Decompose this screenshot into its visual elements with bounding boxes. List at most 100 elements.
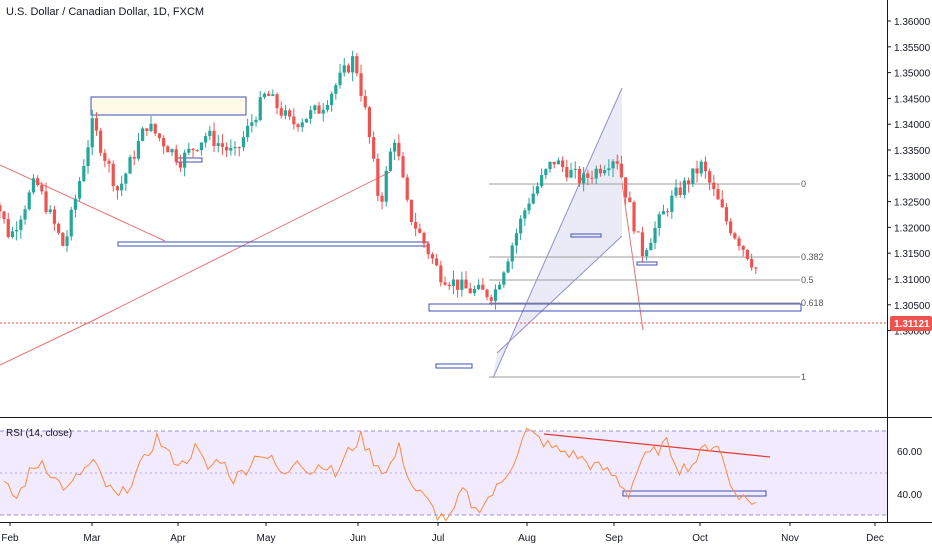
- candle-body: [233, 147, 237, 149]
- candle-body: [82, 166, 86, 182]
- price-tick-label: 1.32000: [894, 223, 931, 234]
- candle-body: [745, 249, 750, 260]
- price-pane[interactable]: [0, 0, 887, 417]
- candle-body: [552, 161, 556, 165]
- candle-body: [183, 152, 187, 168]
- candle-body: [19, 219, 23, 230]
- fib-label-0382: 0.382: [801, 252, 824, 262]
- chart-title: U.S. Dollar / Canadian Dollar, 1D, FXCM: [6, 6, 204, 18]
- rsi-line[interactable]: [3, 427, 757, 522]
- rsi-level-60: 60.00: [897, 447, 922, 458]
- candle-body: [653, 227, 657, 243]
- candle-body: [657, 214, 661, 228]
- small-box-sep[interactable]: [636, 261, 658, 266]
- candle-body: [309, 110, 313, 119]
- candle-body: [166, 146, 170, 153]
- candle-body: [103, 152, 107, 161]
- candle-body: [330, 93, 334, 105]
- neckline-box[interactable]: [428, 303, 802, 312]
- candle-body: [720, 199, 724, 208]
- candle-body: [6, 219, 10, 238]
- candle-body: [548, 161, 552, 170]
- candle-body: [535, 186, 540, 194]
- candle-body: [212, 130, 216, 146]
- candle-body: [57, 223, 61, 233]
- resistance-box[interactable]: [90, 96, 247, 116]
- candlestick-series[interactable]: [0, 50, 758, 310]
- candle-body: [162, 137, 166, 147]
- ascending-trendline[interactable]: [89, 171, 391, 323]
- small-box-aug[interactable]: [570, 233, 602, 238]
- candle-body: [254, 120, 258, 123]
- candle-body: [451, 279, 456, 287]
- candle-body: [712, 182, 716, 190]
- price-tick-label: 1.31000: [894, 275, 931, 286]
- candle-body: [283, 110, 288, 116]
- candle-body: [632, 202, 636, 232]
- candle-body: [0, 205, 2, 212]
- candle-body: [708, 171, 712, 183]
- price-tick-label: 1.34000: [894, 120, 931, 131]
- time-tick-label: Dec: [866, 533, 884, 544]
- descending-trendline[interactable]: [0, 164, 166, 242]
- candle-body: [439, 265, 443, 283]
- candle-body: [699, 161, 703, 174]
- candle-body: [510, 245, 514, 262]
- candle-body: [384, 170, 388, 202]
- candle-body: [594, 168, 598, 179]
- candle-body: [666, 211, 670, 213]
- channel-lower-line: [496, 235, 623, 354]
- candle-body: [325, 104, 330, 110]
- candle-body: [275, 94, 279, 109]
- candle-body: [590, 177, 594, 179]
- candle-body: [2, 211, 6, 220]
- candle-body: [191, 148, 195, 151]
- candle-body: [426, 243, 430, 255]
- candle-body: [422, 232, 426, 244]
- candle-body: [556, 160, 561, 165]
- candle-body: [540, 175, 544, 187]
- candle-body: [519, 218, 523, 234]
- price-tick-label: 1.33000: [894, 172, 931, 183]
- candle-body: [481, 284, 485, 290]
- time-tick-label: Jul: [432, 533, 445, 544]
- price-axis[interactable]: 1.36000 1.35500 1.35000 1.34500 1.34000 1.335…: [887, 17, 931, 338]
- candle-body: [86, 147, 90, 167]
- candle-body: [598, 168, 603, 174]
- time-tick-label: Nov: [781, 533, 799, 544]
- candle-body: [506, 261, 510, 273]
- candle-body: [733, 233, 737, 239]
- candle-body: [73, 198, 78, 210]
- channel-upper-line: [492, 87, 623, 379]
- candle-body: [31, 178, 36, 193]
- price-tick-label: 1.32500: [894, 198, 931, 209]
- candle-body: [409, 199, 414, 222]
- ascending-trendline-left[interactable]: [0, 321, 91, 366]
- time-tick-label: May: [257, 533, 276, 544]
- rsi-support-box[interactable]: [622, 490, 767, 497]
- time-tick-label: Aug: [518, 533, 536, 544]
- candle-body: [15, 229, 19, 232]
- candle-body: [569, 169, 573, 178]
- candle-body: [288, 110, 292, 117]
- candle-body: [61, 232, 65, 246]
- candle-body: [355, 56, 359, 74]
- candle-body: [157, 133, 162, 138]
- candle-body: [208, 130, 212, 137]
- rsi-divergence-line[interactable]: [543, 433, 771, 458]
- candle-body: [36, 178, 40, 186]
- candle-body: [304, 118, 309, 123]
- candle-body: [485, 289, 489, 298]
- candle-body: [565, 167, 569, 178]
- candle-body: [687, 180, 691, 185]
- candle-body: [132, 157, 136, 159]
- low-box[interactable]: [435, 363, 473, 369]
- candle-body: [586, 173, 590, 178]
- candle-body: [443, 282, 447, 285]
- candle-body: [477, 284, 481, 289]
- candle-body: [199, 142, 204, 151]
- time-axis[interactable]: Feb Mar Apr May Jun Jul Aug Sep Oct Nov Dec: [1, 522, 884, 544]
- candle-body: [682, 180, 687, 195]
- candle-body: [229, 147, 233, 151]
